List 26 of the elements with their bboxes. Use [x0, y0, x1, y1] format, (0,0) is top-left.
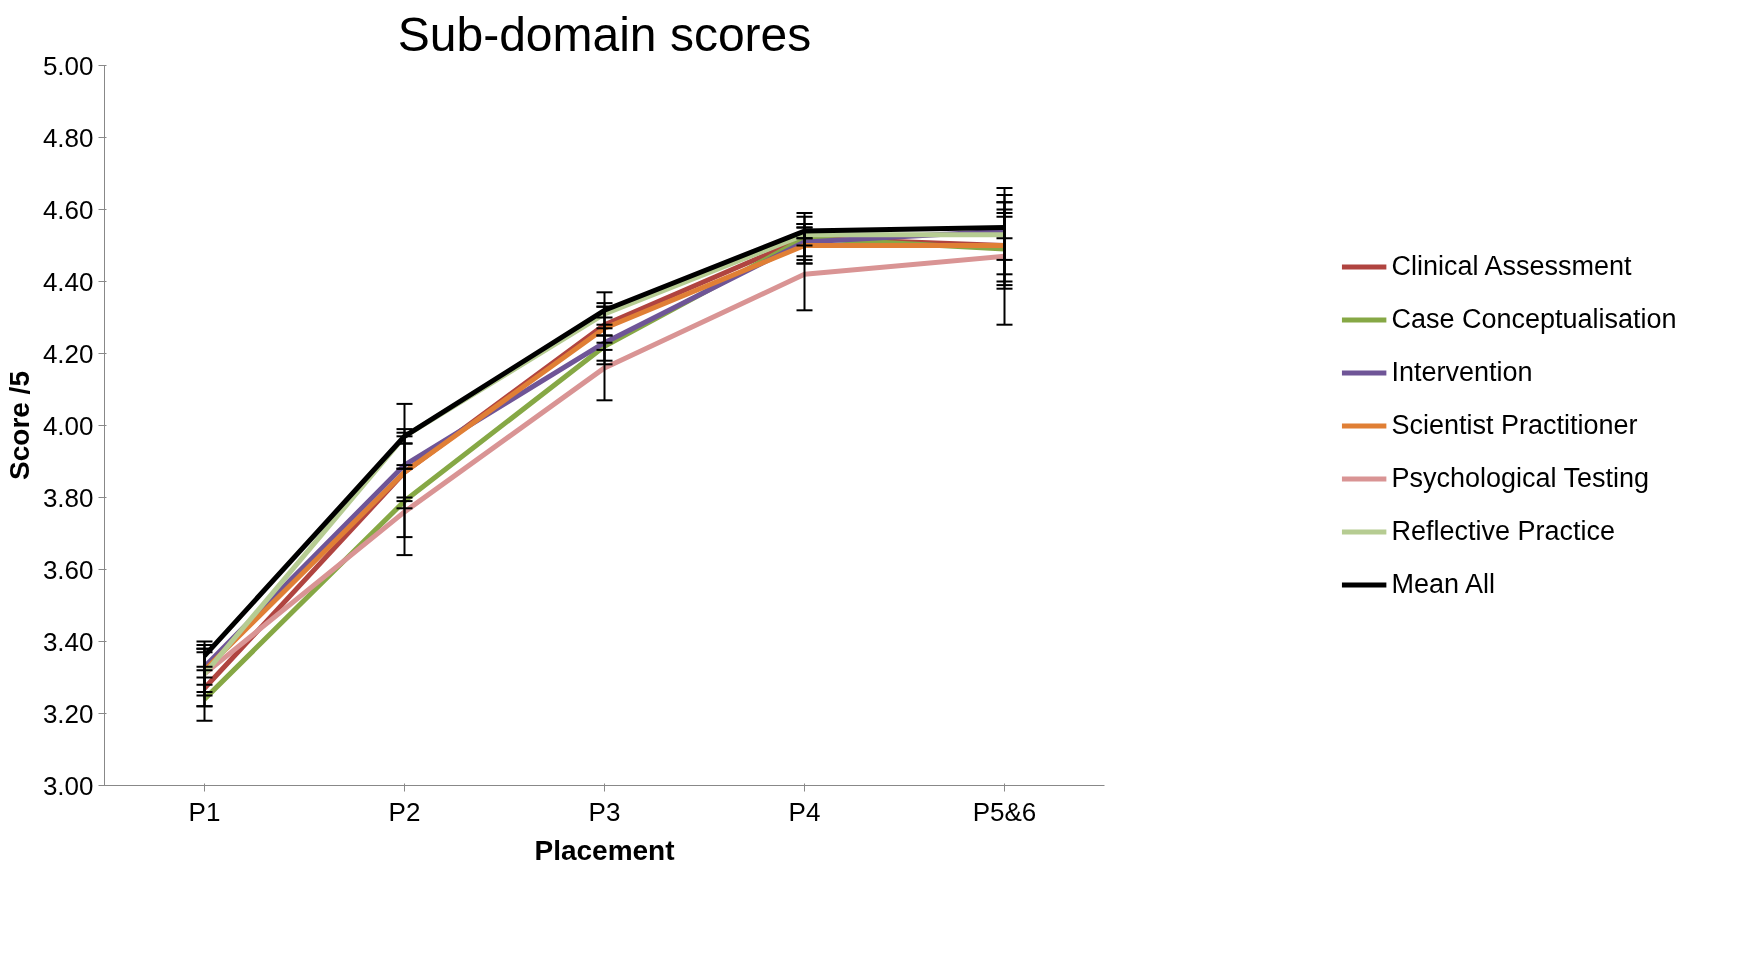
- legend-label: Scientist Practitioner: [1391, 409, 1638, 441]
- x-axis-title: Placement: [534, 834, 675, 866]
- y-axis-title: Score /5: [3, 371, 35, 480]
- y-tick-label: 3.00: [42, 770, 94, 801]
- y-tick-label: 4.20: [42, 338, 94, 369]
- x-tick-label: P5&6: [972, 796, 1037, 827]
- y-tick-label: 4.60: [42, 194, 94, 225]
- y-tick-label: 3.60: [42, 554, 94, 585]
- legend-label: Intervention: [1391, 356, 1533, 388]
- y-tick-label: 4.00: [42, 410, 94, 441]
- y-tick-label: 4.40: [42, 266, 94, 297]
- x-tick-label: P1: [188, 796, 221, 827]
- y-tick-label: 5.00: [42, 50, 94, 81]
- legend-label: Mean All: [1391, 568, 1495, 600]
- legend-label: Reflective Practice: [1391, 515, 1615, 547]
- y-tick-label: 3.20: [42, 698, 94, 729]
- x-tick-label: P3: [588, 796, 621, 827]
- y-tick-label: 3.80: [42, 482, 94, 513]
- legend-label: Case Conceptualisation: [1391, 303, 1677, 335]
- chart-title: Sub-domain scores: [397, 7, 812, 61]
- legend-label: Clinical Assessment: [1391, 250, 1632, 282]
- legend-label: Psychological Testing: [1391, 462, 1650, 494]
- x-tick-label: P4: [788, 796, 821, 827]
- y-tick-label: 3.40: [42, 626, 94, 657]
- x-tick-label: P2: [388, 796, 421, 827]
- y-tick-label: 4.80: [42, 122, 94, 153]
